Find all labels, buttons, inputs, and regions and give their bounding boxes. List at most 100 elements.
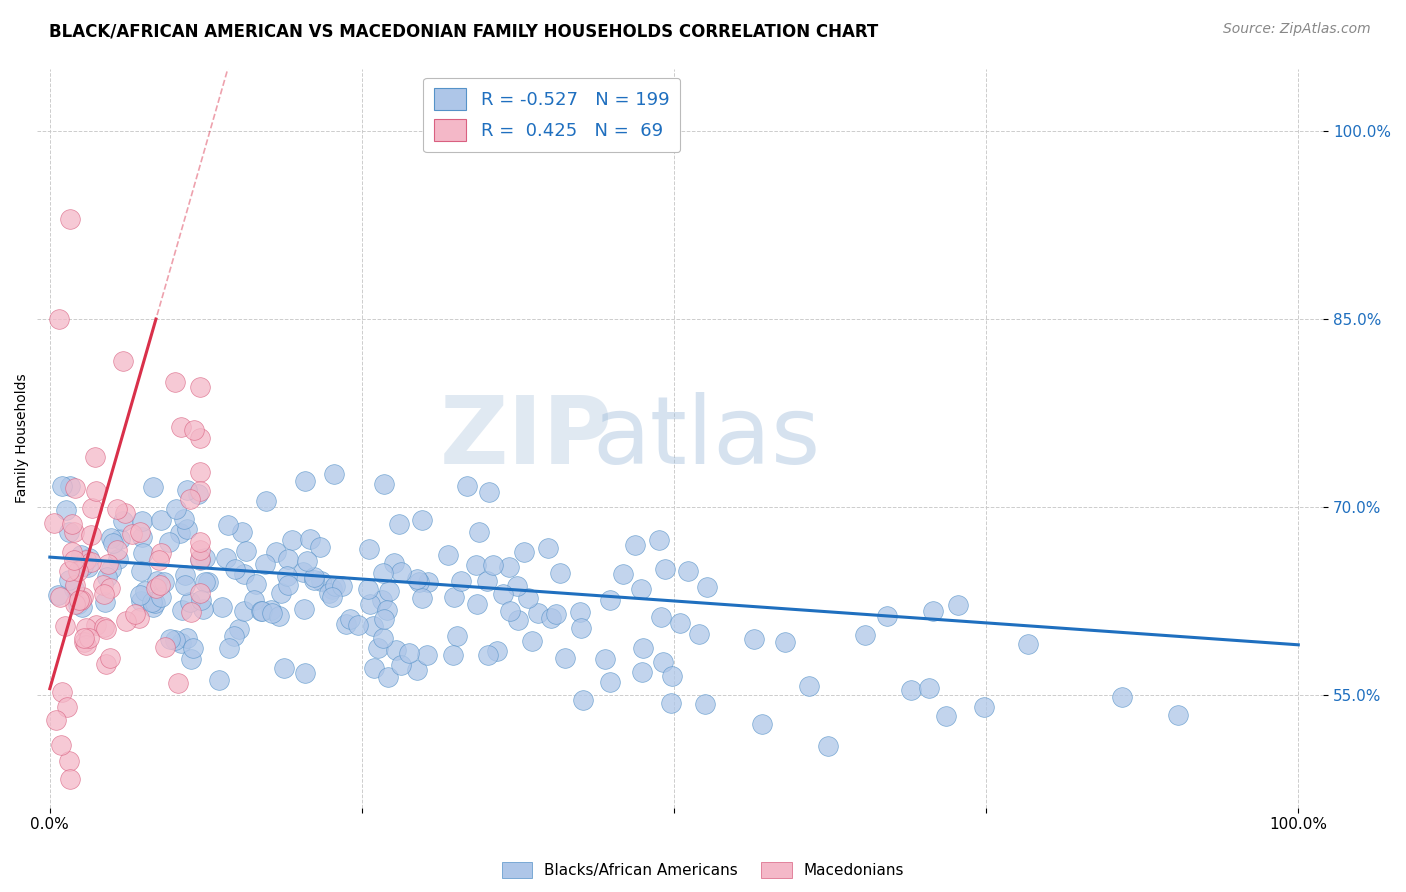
Point: [505, 579, 527, 593]
Point: [165, 502, 187, 516]
Point: [170, 419, 193, 434]
Point: [450, 574, 472, 588]
Point: [696, 580, 718, 594]
Point: [599, 675, 621, 690]
Point: [231, 524, 253, 539]
Point: [146, 574, 169, 589]
Point: [148, 553, 170, 567]
Point: [499, 603, 522, 617]
Point: [98, 581, 121, 595]
Point: [973, 700, 995, 714]
Point: [630, 582, 652, 597]
Point: [96, 569, 118, 583]
Text: ZIP: ZIP: [440, 392, 613, 484]
Point: [188, 535, 211, 549]
Point: [72, 590, 94, 604]
Point: [411, 591, 433, 605]
Point: [131, 530, 153, 544]
Point: [187, 487, 209, 501]
Point: [799, 679, 821, 693]
Point: [935, 709, 957, 723]
Point: [250, 604, 273, 618]
Point: [876, 609, 898, 624]
Point: [63, 553, 86, 567]
Point: [215, 550, 238, 565]
Point: [129, 588, 152, 602]
Point: [197, 574, 219, 589]
Point: [149, 578, 172, 592]
Point: [361, 619, 384, 633]
Point: [67, 565, 90, 579]
Point: [174, 578, 197, 592]
Point: [58, 755, 80, 769]
Point: [405, 572, 427, 586]
Point: [218, 640, 240, 655]
Point: [80, 528, 103, 542]
Point: [688, 627, 710, 641]
Point: [48, 312, 70, 326]
Point: [124, 607, 146, 621]
Point: [554, 651, 576, 665]
Point: [373, 566, 395, 581]
Point: [568, 605, 591, 619]
Point: [273, 661, 295, 675]
Point: [217, 517, 239, 532]
Point: [359, 598, 381, 612]
Point: [572, 692, 595, 706]
Point: [377, 670, 399, 684]
Point: [652, 655, 675, 669]
Point: [922, 604, 945, 618]
Point: [254, 493, 277, 508]
Point: [277, 552, 299, 566]
Point: [69, 548, 91, 562]
Point: [60, 545, 83, 559]
Point: [456, 479, 478, 493]
Point: [1167, 707, 1189, 722]
Point: [93, 620, 115, 634]
Point: [63, 525, 86, 540]
Point: [408, 575, 430, 590]
Point: [180, 652, 202, 666]
Point: [492, 587, 515, 601]
Point: [654, 562, 676, 576]
Point: [97, 557, 120, 571]
Point: [94, 657, 117, 671]
Point: [253, 557, 276, 571]
Point: [228, 622, 250, 636]
Point: [630, 665, 652, 679]
Point: [170, 636, 193, 650]
Point: [546, 607, 568, 621]
Point: [302, 573, 325, 587]
Point: [73, 631, 96, 645]
Point: [416, 575, 439, 590]
Point: [163, 632, 186, 647]
Point: [77, 631, 100, 645]
Point: [335, 617, 357, 632]
Point: [150, 546, 173, 560]
Point: [53, 619, 76, 633]
Point: [235, 544, 257, 558]
Point: [311, 574, 333, 589]
Point: [190, 592, 212, 607]
Point: [323, 467, 346, 482]
Point: [77, 551, 100, 566]
Point: [188, 380, 211, 394]
Point: [441, 648, 464, 662]
Point: [98, 651, 121, 665]
Point: [128, 611, 150, 625]
Point: [157, 534, 180, 549]
Point: [188, 542, 211, 557]
Point: [183, 423, 205, 437]
Point: [49, 591, 72, 605]
Point: [330, 579, 353, 593]
Point: [853, 628, 876, 642]
Point: [80, 500, 103, 515]
Point: [260, 603, 283, 617]
Point: [612, 567, 634, 582]
Point: [537, 541, 560, 556]
Point: [318, 586, 340, 600]
Point: [176, 631, 198, 645]
Point: [485, 643, 508, 657]
Point: [465, 597, 488, 611]
Point: [58, 524, 80, 539]
